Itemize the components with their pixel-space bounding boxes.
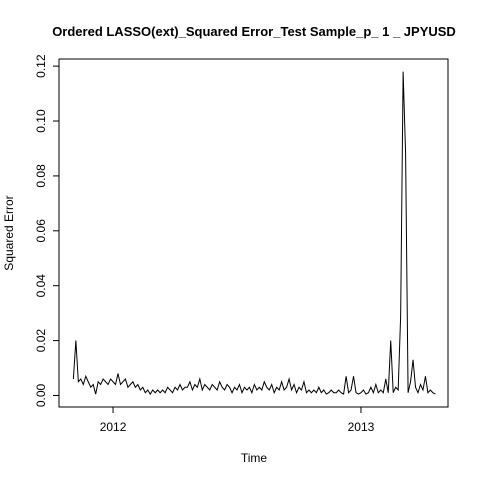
data-line xyxy=(72,71,436,396)
y-tick-label: 0.08 xyxy=(34,164,48,188)
y-tick-label: 0.12 xyxy=(34,54,48,78)
y-tick-label: 0.02 xyxy=(34,329,48,353)
x-axis-label: Time xyxy=(241,451,268,465)
y-tick-label: 0.04 xyxy=(34,274,48,298)
x-tick-label: 2013 xyxy=(348,420,375,434)
y-tick-label: 0.10 xyxy=(34,109,48,133)
plot-box xyxy=(58,58,449,408)
y-tick-label: 0.06 xyxy=(34,219,48,243)
y-axis-label: Squared Error xyxy=(2,195,16,270)
chart-title: Ordered LASSO(ext)_Squared Error_Test Sa… xyxy=(52,24,456,39)
x-tick-label: 2012 xyxy=(100,420,127,434)
y-tick-label: 0.00 xyxy=(34,383,48,407)
